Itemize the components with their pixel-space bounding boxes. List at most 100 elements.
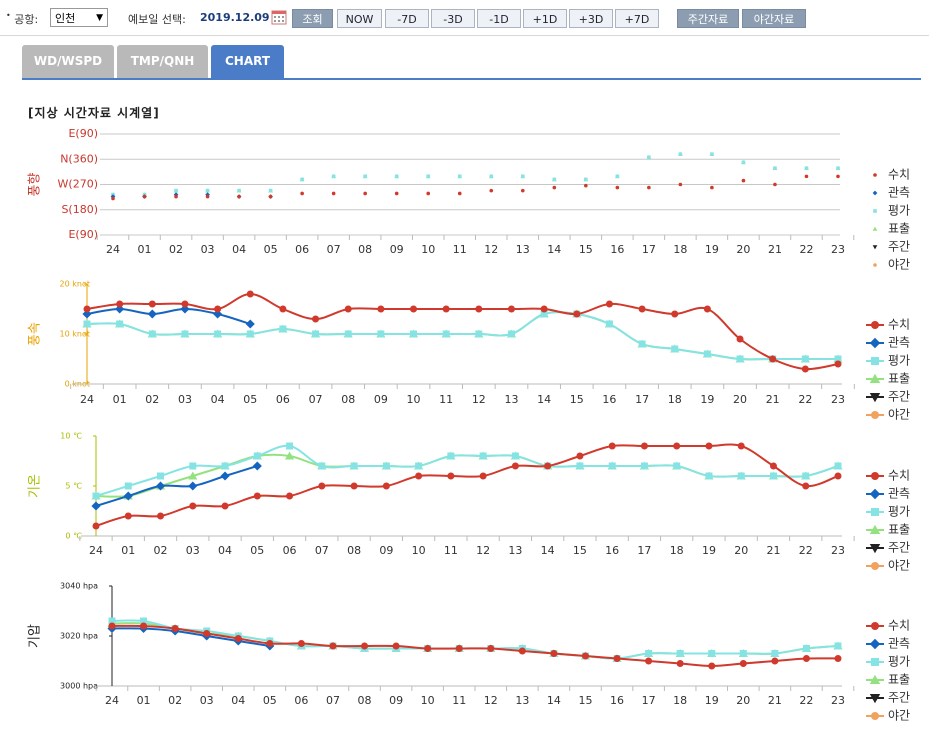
minus-1d-button[interactable]: -1D (477, 9, 521, 28)
data-point (584, 183, 588, 188)
x-tick-label: 04 (231, 694, 245, 707)
data-point (705, 442, 713, 450)
data-point (246, 330, 254, 338)
now-button[interactable]: NOW (337, 9, 382, 28)
y-axis-title: 풍속 (28, 322, 43, 346)
data-point (802, 482, 810, 490)
legend-marker (871, 321, 879, 329)
data-point (703, 350, 711, 358)
x-tick-label: 07 (326, 694, 340, 707)
minus-3d-button[interactable]: -3D (431, 9, 475, 28)
legend-label: 평가 (888, 204, 910, 218)
search-button[interactable]: 조회 (292, 9, 333, 28)
y-tick-label: 3040 hpa (60, 582, 98, 591)
data-point (410, 330, 418, 338)
y-axis-title: 기온 (28, 474, 43, 498)
x-tick-label: 24 (105, 694, 119, 707)
data-point (382, 482, 390, 490)
minus-7d-button[interactable]: -7D (385, 9, 429, 28)
x-tick-label: 22 (798, 393, 812, 406)
data-point (92, 522, 100, 530)
legend-marker (869, 674, 881, 684)
tab[interactable]: WD/WSPD (22, 45, 114, 78)
legend-label: 주간 (888, 390, 910, 404)
airport-select[interactable]: 인천 ▼ (50, 8, 108, 27)
legend-label: 표출 (888, 372, 910, 386)
data-point (92, 492, 100, 500)
data-point (736, 355, 744, 363)
data-point (410, 305, 418, 313)
x-tick-label: 15 (570, 393, 584, 406)
data-point (834, 355, 842, 363)
data-point (266, 640, 274, 647)
data-point (285, 451, 295, 460)
section-title: [지상 시간자료 시계열] (28, 106, 160, 120)
legend-marker (871, 562, 879, 570)
data-point (647, 185, 651, 190)
data-point (124, 482, 132, 490)
x-tick-label: 03 (178, 393, 192, 406)
data-point (479, 472, 487, 480)
data-point (83, 320, 91, 328)
x-tick-label: 03 (200, 694, 214, 707)
data-point (455, 645, 463, 652)
data-point (377, 330, 385, 338)
legend-marker (871, 472, 879, 480)
data-point (544, 462, 552, 470)
legend-label: 수치 (888, 318, 910, 332)
data-point (171, 625, 179, 632)
x-tick-label: 05 (243, 393, 257, 406)
calendar-icon[interactable] (271, 9, 287, 25)
x-tick-label: 09 (390, 243, 404, 256)
tab[interactable]: TMP/QNH (117, 45, 208, 78)
x-tick-label: 20 (734, 544, 748, 557)
day-data-button[interactable]: 주간자료 (677, 9, 739, 28)
data-point (205, 188, 210, 193)
data-point (344, 330, 352, 338)
x-tick-label: 21 (766, 393, 780, 406)
tab-underline (22, 78, 921, 80)
data-point (318, 462, 326, 470)
airport-label: • 공항: (6, 11, 39, 26)
legend-label: 주간 (888, 691, 910, 705)
data-point (773, 182, 777, 187)
x-tick-label: 06 (294, 694, 308, 707)
x-tick-label: 10 (407, 393, 421, 406)
x-tick-label: 13 (504, 393, 518, 406)
x-tick-label: 20 (733, 393, 747, 406)
x-tick-label: 04 (218, 544, 232, 557)
data-point (221, 502, 229, 510)
data-point (91, 501, 101, 511)
x-tick-label: 11 (439, 393, 453, 406)
legend-label: 평가 (888, 655, 910, 669)
x-tick-label: 12 (484, 694, 498, 707)
plus-3d-button[interactable]: +3D (569, 9, 613, 28)
legend-label: 주간 (888, 541, 910, 555)
series-line (95, 443, 839, 527)
data-point (447, 452, 455, 460)
data-point (140, 622, 148, 630)
data-point (540, 305, 548, 313)
data-point (279, 325, 287, 333)
data-point (83, 305, 91, 313)
x-tick-label: 06 (276, 393, 290, 406)
x-tick-label: 18 (673, 243, 687, 256)
data-point (424, 645, 432, 652)
data-point (736, 335, 744, 343)
data-point (189, 462, 197, 470)
plus-1d-button[interactable]: +1D (523, 9, 567, 28)
plus-7d-button[interactable]: +7D (615, 9, 659, 28)
x-tick-label: 07 (309, 393, 323, 406)
data-point (647, 155, 651, 160)
data-point (710, 152, 714, 156)
data-point (377, 305, 385, 313)
night-data-button[interactable]: 야간자료 (742, 9, 806, 28)
data-point (507, 330, 515, 338)
tab[interactable]: CHART (211, 45, 284, 78)
data-point (426, 191, 431, 196)
x-tick-label: 13 (516, 243, 530, 256)
data-point (279, 305, 287, 313)
y-tick-label: 0 ℃ (65, 532, 82, 541)
toolbar-divider (0, 35, 929, 36)
x-tick-label: 22 (799, 694, 813, 707)
